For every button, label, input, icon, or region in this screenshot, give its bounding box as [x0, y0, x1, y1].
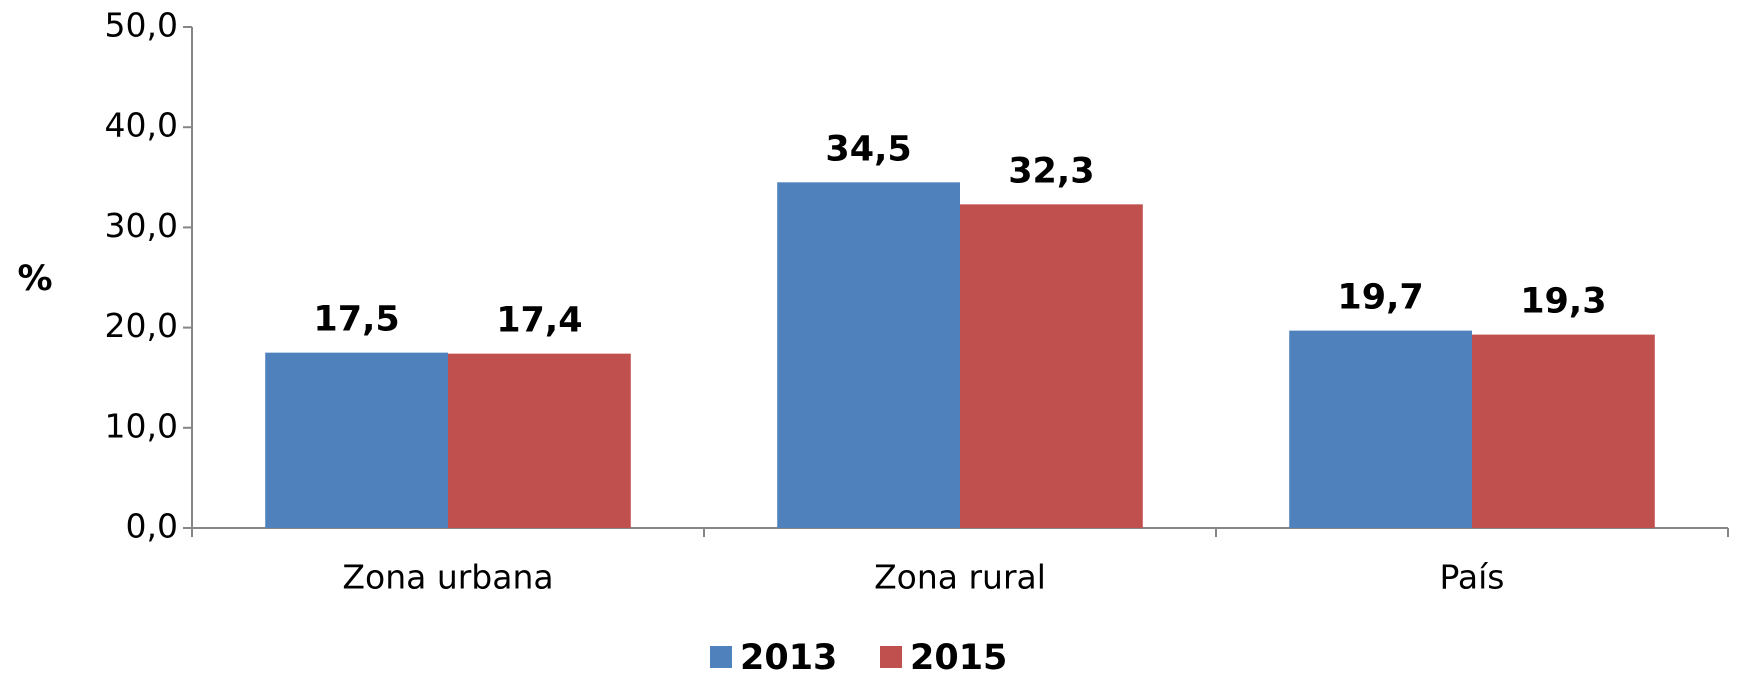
bar — [960, 204, 1143, 528]
bar — [777, 182, 960, 528]
value-label: 17,4 — [496, 301, 582, 341]
x-tick-label: Zona rural — [874, 558, 1046, 597]
bar — [265, 352, 448, 528]
y-tick-label: 10,0 — [105, 406, 178, 445]
y-tick-label: 40,0 — [105, 106, 178, 145]
y-axis-label: % — [17, 259, 52, 299]
bar — [1289, 330, 1472, 528]
legend-label: 2015 — [910, 638, 1007, 675]
legend-swatch — [710, 646, 732, 668]
value-label: 17,5 — [313, 300, 399, 340]
value-label: 19,3 — [1520, 282, 1606, 322]
y-tick-label: 20,0 — [105, 306, 178, 345]
value-label: 19,7 — [1337, 278, 1423, 318]
value-label: 32,3 — [1008, 151, 1094, 191]
x-tick-label: Zona urbana — [342, 558, 553, 597]
x-tick-label: País — [1439, 558, 1504, 597]
legend-swatch — [880, 646, 902, 668]
value-label: 34,5 — [825, 129, 911, 169]
y-tick-label: 30,0 — [105, 206, 178, 245]
y-tick-label: 0,0 — [126, 507, 178, 546]
bar — [1472, 334, 1655, 528]
bar — [448, 353, 631, 528]
legend-label: 2013 — [740, 638, 837, 675]
y-tick-label: 50,0 — [105, 6, 178, 45]
